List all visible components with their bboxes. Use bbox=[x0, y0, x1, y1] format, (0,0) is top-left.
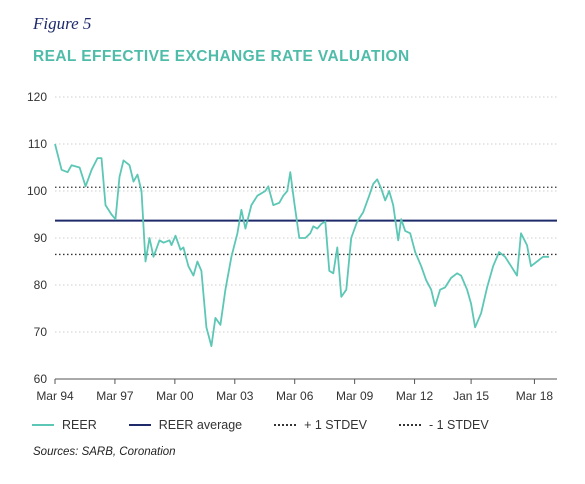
legend-swatch-average bbox=[128, 424, 151, 426]
legend-label-average: REER average bbox=[158, 418, 243, 432]
legend-swatch-plus-stdev bbox=[274, 424, 297, 426]
legend-label-plus-stdev: + 1 STDEV bbox=[304, 418, 367, 432]
x-tick-label-1: Mar 97 bbox=[96, 389, 134, 403]
x-tick-label-3: Mar 03 bbox=[216, 389, 254, 403]
x-tick-label-2: Mar 00 bbox=[156, 389, 194, 403]
y-tick-label-110: 110 bbox=[28, 137, 47, 151]
y-tick-label-60: 60 bbox=[34, 372, 48, 386]
x-tick-label-5: Mar 09 bbox=[336, 389, 374, 403]
y-tick-label-90: 90 bbox=[34, 231, 48, 245]
x-tick-label-8: Mar 18 bbox=[516, 389, 554, 403]
chart-area: 60 70 80 90 100 110 120 Mar 94 Mar 97 Mar 00 Mar 0… bbox=[27, 90, 557, 403]
legend-item-minus-stdev: - 1 STDEV bbox=[398, 418, 489, 432]
y-tick-label-100: 100 bbox=[27, 184, 47, 198]
legend-item-reer: REER bbox=[32, 418, 97, 432]
x-tick-label-7: Jan 15 bbox=[453, 389, 489, 403]
legend-item-average: REER average bbox=[128, 418, 243, 432]
chart-title: REAL EFFECTIVE EXCHANGE RATE VALUATION bbox=[33, 48, 410, 65]
legend-swatch-minus-stdev bbox=[398, 424, 421, 426]
y-tick-label-80: 80 bbox=[34, 278, 48, 292]
y-tick-label-70: 70 bbox=[34, 325, 48, 339]
chart-legend: REER REER average + 1 STDEV - 1 STDEV bbox=[32, 418, 521, 432]
figure-label: Figure 5 bbox=[33, 14, 92, 33]
legend-swatch-reer bbox=[32, 424, 54, 426]
series-line-reer bbox=[54, 143, 549, 347]
legend-item-plus-stdev: + 1 STDEV bbox=[274, 418, 367, 432]
legend-label-minus-stdev: - 1 STDEV bbox=[428, 418, 489, 432]
y-tick-label-120: 120 bbox=[27, 90, 47, 104]
legend-label-reer: REER bbox=[62, 418, 97, 432]
x-tick-label-4: Mar 06 bbox=[276, 389, 314, 403]
source-note: Sources: SARB, Coronation bbox=[33, 446, 176, 458]
x-tick-label-6: Mar 12 bbox=[396, 389, 434, 403]
x-tick-label-0: Mar 94 bbox=[36, 389, 74, 403]
